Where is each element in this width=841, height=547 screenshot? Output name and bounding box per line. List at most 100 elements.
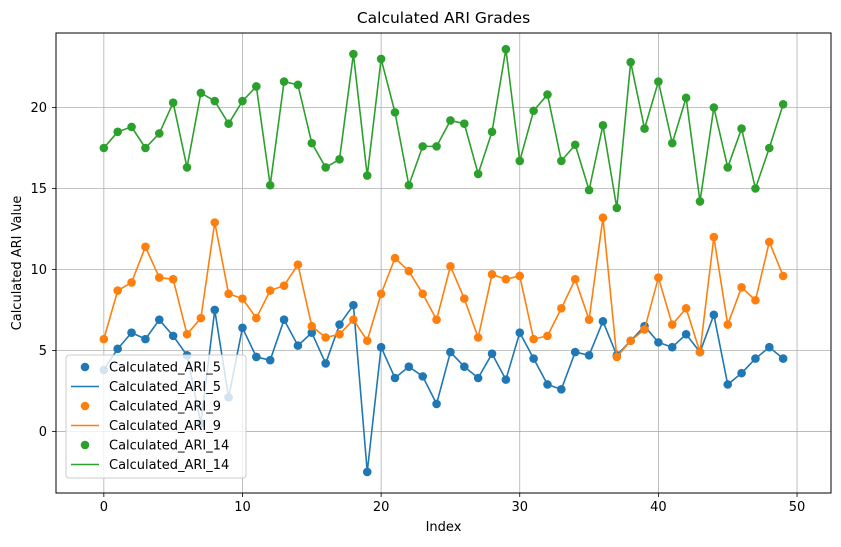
legend-label: Calculated_ARI_14 — [109, 458, 229, 473]
data-point — [127, 278, 136, 287]
data-point — [751, 184, 760, 193]
data-point — [154, 129, 164, 138]
data-point — [432, 142, 441, 151]
data-point — [335, 320, 344, 329]
data-point — [168, 274, 178, 284]
data-point — [127, 122, 136, 132]
data-point — [307, 321, 317, 331]
data-point — [501, 44, 511, 54]
y-tick-label: 20 — [30, 101, 47, 116]
data-point — [654, 338, 663, 347]
data-point — [446, 261, 455, 271]
data-point — [238, 294, 247, 303]
series-2 — [99, 44, 788, 213]
data-point — [335, 329, 344, 339]
data-point — [515, 271, 525, 281]
legend-label: Calculated_ARI_9 — [109, 419, 221, 434]
data-point — [252, 82, 261, 91]
legend-marker — [80, 440, 90, 450]
data-point — [376, 342, 386, 352]
data-point — [737, 124, 746, 133]
data-point — [751, 354, 760, 363]
legend-box — [65, 354, 247, 479]
data-point — [196, 313, 206, 323]
data-point — [667, 342, 677, 352]
data-point — [252, 352, 261, 362]
data-point — [418, 372, 428, 381]
data-point — [418, 289, 428, 299]
data-point — [723, 320, 733, 329]
data-point — [127, 328, 136, 337]
data-point — [765, 342, 774, 352]
data-point — [654, 77, 663, 86]
y-tick-label: 5 — [39, 344, 47, 359]
data-point — [182, 163, 192, 172]
data-point — [459, 119, 469, 129]
data-point — [307, 138, 317, 148]
data-point — [168, 98, 178, 107]
data-point — [557, 385, 566, 394]
data-point — [362, 336, 372, 346]
data-point — [515, 156, 525, 166]
data-point — [376, 54, 386, 64]
x-tick-label: 40 — [650, 500, 667, 515]
x-tick-label: 20 — [373, 500, 390, 515]
data-point — [557, 156, 566, 166]
y-axis-label: Calculated ARI Value — [10, 196, 25, 331]
data-point — [265, 355, 275, 365]
data-point — [626, 57, 635, 67]
data-point — [182, 329, 192, 339]
data-point — [667, 320, 677, 329]
data-point — [446, 347, 455, 357]
data-point — [584, 351, 594, 360]
data-point — [293, 260, 303, 269]
data-point — [279, 77, 289, 86]
plot-frame — [55, 32, 832, 494]
data-point — [751, 295, 760, 305]
x-tick-label: 50 — [789, 500, 806, 515]
data-point — [737, 368, 746, 378]
data-point — [654, 273, 663, 282]
data-point — [543, 90, 552, 99]
data-point — [210, 305, 220, 315]
chart-title: Calculated ARI Grades — [357, 9, 530, 27]
legend-label: Calculated_ARI_9 — [109, 400, 221, 415]
legend-label: Calculated_ARI_14 — [109, 439, 229, 454]
data-point — [473, 169, 483, 179]
data-point — [681, 304, 691, 313]
legend: Calculated_ARI_5 Calculated_ARI_5 Calculat… — [65, 354, 247, 479]
data-point — [529, 354, 538, 363]
data-point — [113, 127, 122, 137]
data-point — [321, 359, 330, 368]
data-point — [709, 232, 719, 242]
data-point — [765, 237, 774, 247]
data-point — [459, 294, 469, 303]
data-point — [723, 163, 733, 172]
data-point — [210, 218, 220, 227]
data-point — [418, 142, 428, 151]
data-point — [168, 331, 178, 341]
data-point — [501, 375, 511, 384]
data-point — [612, 352, 622, 362]
data-point — [349, 315, 358, 324]
data-point — [390, 253, 400, 263]
data-point — [321, 163, 330, 172]
data-point — [487, 127, 497, 137]
data-point — [695, 197, 705, 206]
data-point — [501, 274, 511, 284]
data-point — [210, 96, 220, 106]
legend-marker — [80, 362, 90, 372]
data-point — [362, 171, 372, 180]
data-point — [196, 88, 206, 98]
ticks: 0 10 20 30 40 50 0 5 10 15 20 — [30, 101, 805, 515]
data-point — [529, 106, 538, 116]
data-point — [543, 331, 552, 341]
data-point — [279, 281, 289, 290]
data-point — [446, 116, 455, 125]
data-point — [293, 341, 303, 350]
data-point — [598, 317, 608, 326]
data-point — [557, 304, 566, 313]
data-point — [473, 333, 483, 342]
data-point — [224, 289, 233, 299]
x-axis-label: Index — [426, 520, 462, 535]
